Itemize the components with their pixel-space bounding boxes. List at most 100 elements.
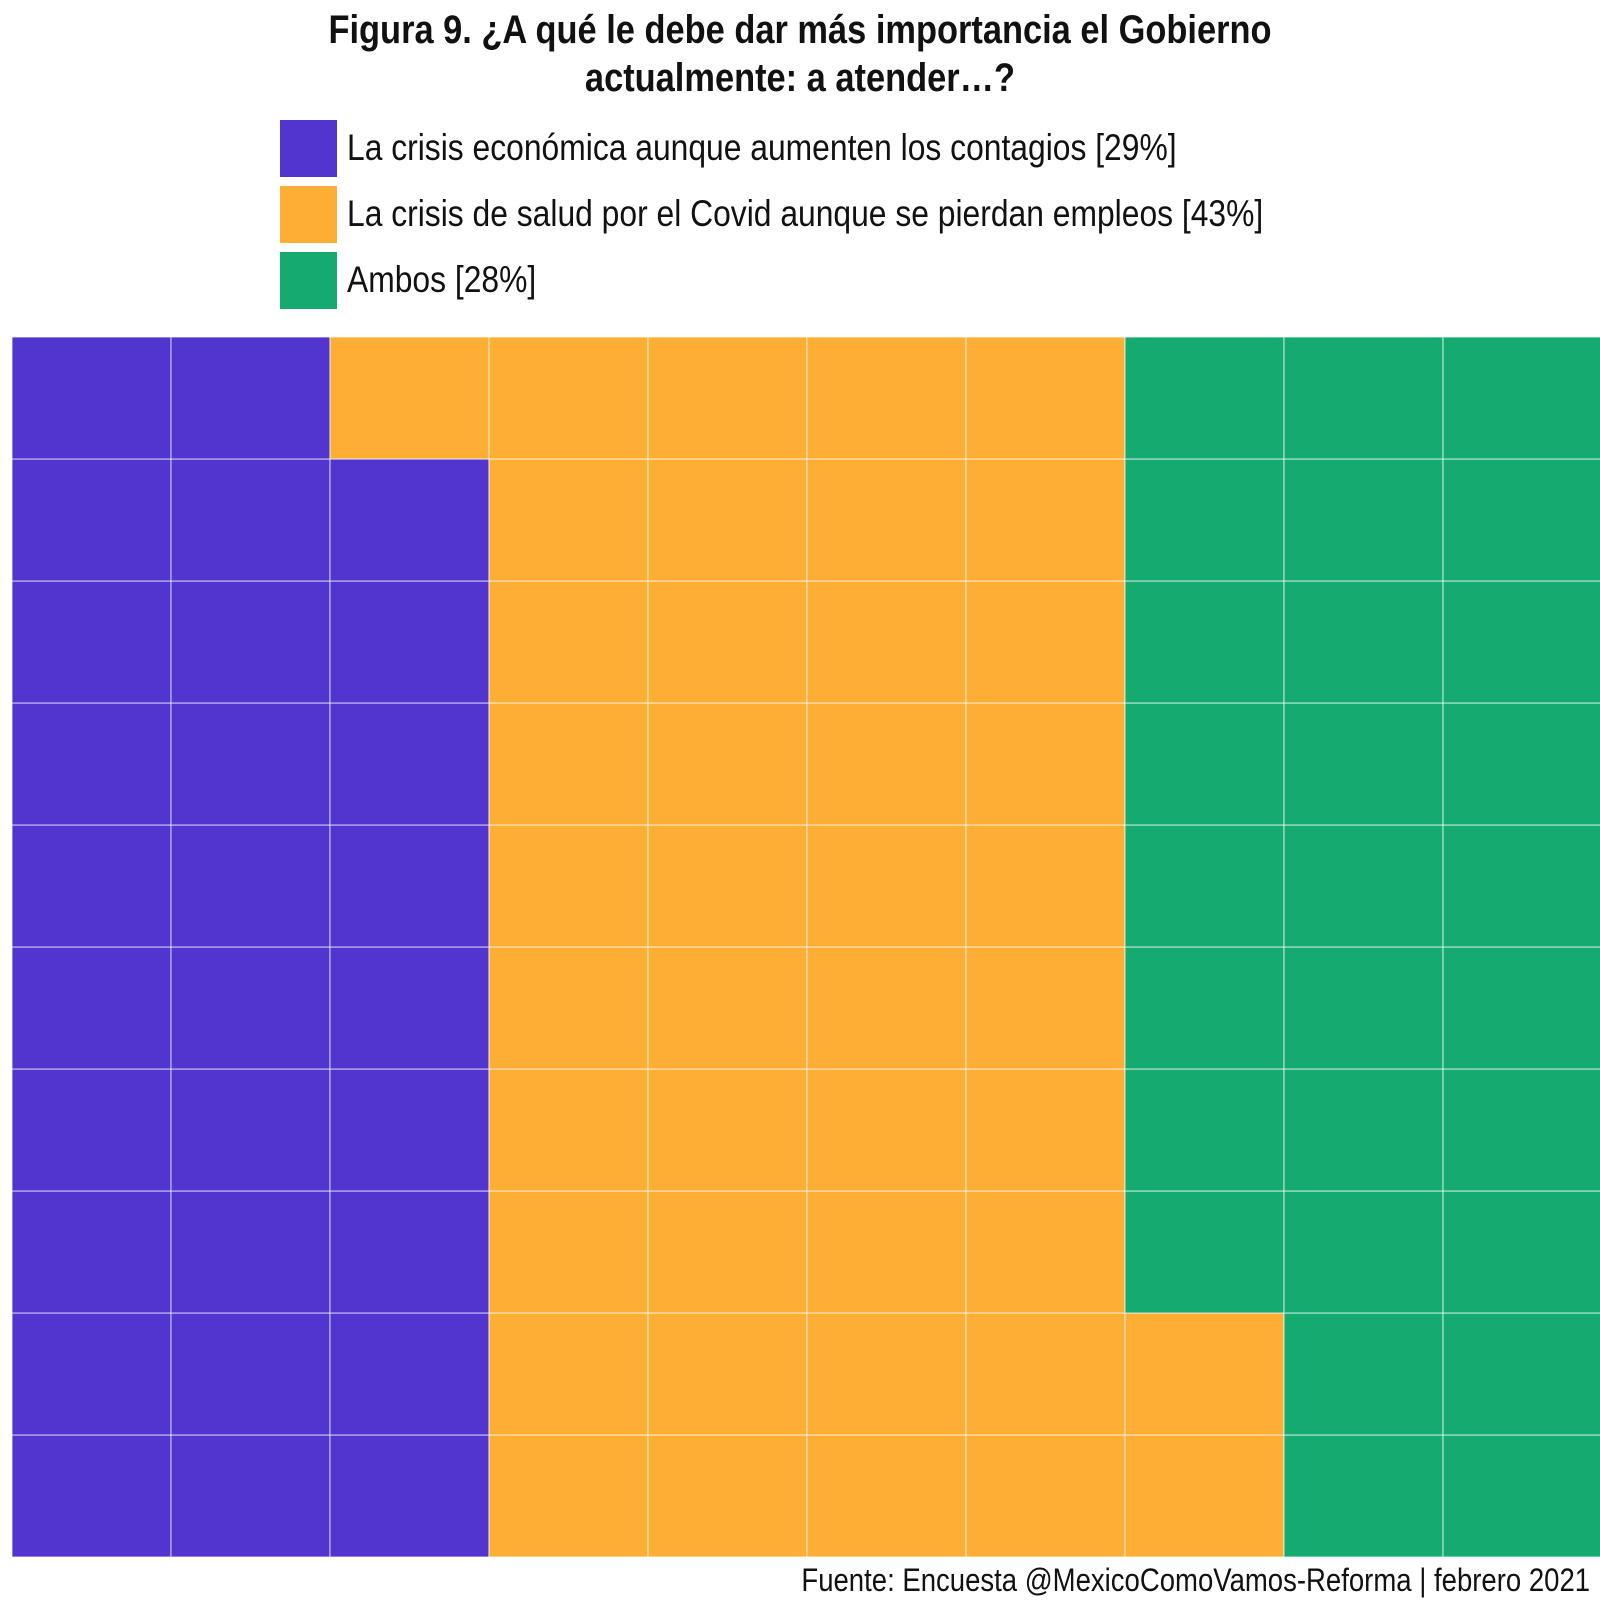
waffle-cell-economia [170,702,331,826]
waffle-cell-salud [806,580,967,704]
legend-swatch-economia [280,120,337,177]
waffle-cell-salud [806,824,967,948]
waffle-cell-ambos [1124,1190,1285,1314]
waffle-cell-salud [1124,1312,1285,1436]
waffle-cell-salud [806,1312,967,1436]
waffle-cell-salud [965,580,1126,704]
waffle-cell-ambos [1124,337,1285,460]
waffle-cell-salud [647,1434,808,1557]
waffle-cell-ambos [1283,1190,1444,1314]
legend-label-salud: La crisis de salud por el Covid aunque s… [347,193,1264,234]
waffle-cell-economia [12,337,172,460]
waffle-cell-salud [488,337,649,460]
legend-swatch-ambos [280,252,337,309]
waffle-cell-salud [488,1312,649,1436]
waffle-cell-ambos [1283,702,1444,826]
chart-title-line-2: actualmente: a atender…? [584,56,1016,100]
waffle-cell-economia [12,1190,172,1314]
waffle-cell-salud [647,580,808,704]
waffle-cell-economia [170,458,331,582]
legend-label-ambos: Ambos [28%] [347,259,537,300]
waffle-cell-economia [329,1068,490,1192]
waffle-cell-salud [806,1190,967,1314]
waffle-cell-salud [647,1068,808,1192]
waffle-cell-economia [170,1068,331,1192]
waffle-cell-salud [806,702,967,826]
waffle-cell-economia [12,580,172,704]
waffle-cell-ambos [1442,337,1600,460]
waffle-grid [12,337,1600,1557]
waffle-cell-ambos [1442,946,1600,1070]
waffle-cell-ambos [1283,580,1444,704]
waffle-cell-ambos [1124,580,1285,704]
waffle-cell-ambos [1283,824,1444,948]
waffle-cell-economia [329,824,490,948]
waffle-cell-salud [647,337,808,460]
waffle-cell-economia [329,458,490,582]
waffle-cell-salud [965,1312,1126,1436]
waffle-cell-salud [1124,1434,1285,1557]
waffle-cell-ambos [1442,1190,1600,1314]
waffle-cell-ambos [1124,946,1285,1070]
waffle-cell-salud [965,337,1126,460]
waffle-cell-ambos [1124,702,1285,826]
waffle-cell-economia [170,1312,331,1436]
waffle-cell-ambos [1283,1434,1444,1557]
waffle-cell-ambos [1124,824,1285,948]
waffle-cell-ambos [1283,1068,1444,1192]
waffle-cell-ambos [1283,1312,1444,1436]
waffle-cell-ambos [1442,1068,1600,1192]
legend-item-salud: La crisis de salud por el Covid aunque s… [280,184,1580,244]
waffle-cell-ambos [1124,458,1285,582]
waffle-cell-salud [965,458,1126,582]
waffle-cell-ambos [1283,946,1444,1070]
waffle-cell-salud [965,946,1126,1070]
legend-label-economia: La crisis económica aunque aumenten los … [347,127,1177,168]
waffle-cell-salud [806,337,967,460]
waffle-cell-economia [12,824,172,948]
waffle-cell-economia [12,458,172,582]
waffle-cell-economia [170,1190,331,1314]
waffle-cell-salud [965,702,1126,826]
waffle-cell-ambos [1442,1312,1600,1436]
waffle-cell-salud [806,1434,967,1557]
waffle-cell-economia [329,580,490,704]
waffle-cell-economia [12,1434,172,1557]
waffle-cell-economia [329,946,490,1070]
waffle-cell-salud [488,1068,649,1192]
chart-title-line-1: Figura 9. ¿A qué le debe dar más importa… [328,8,1272,52]
waffle-cell-salud [965,1190,1126,1314]
waffle-cell-economia [170,824,331,948]
legend-item-economia: La crisis económica aunque aumenten los … [280,118,1580,178]
waffle-cell-economia [170,337,331,460]
waffle-cell-ambos [1442,702,1600,826]
waffle-cell-salud [647,824,808,948]
waffle-cell-ambos [1442,824,1600,948]
waffle-cell-salud [647,946,808,1070]
waffle-cell-salud [806,1068,967,1192]
waffle-cell-salud [488,1434,649,1557]
waffle-cell-ambos [1283,337,1444,460]
legend-item-ambos: Ambos [28%] [280,250,1580,310]
waffle-cell-salud [965,1434,1126,1557]
waffle-cell-salud [647,458,808,582]
waffle-cell-salud [488,824,649,948]
waffle-cell-salud [488,946,649,1070]
waffle-cell-economia [12,946,172,1070]
waffle-cell-salud [488,458,649,582]
waffle-cell-economia [170,1434,331,1557]
waffle-cell-salud [647,1190,808,1314]
waffle-cell-ambos [1442,1434,1600,1557]
waffle-cell-ambos [1442,580,1600,704]
waffle-cell-salud [965,1068,1126,1192]
waffle-cell-ambos [1124,1068,1285,1192]
legend-swatch-salud [280,186,337,243]
waffle-cell-salud [329,337,490,460]
waffle-cell-economia [170,946,331,1070]
waffle-cell-salud [806,458,967,582]
waffle-cell-salud [965,824,1126,948]
waffle-cell-salud [647,1312,808,1436]
waffle-cell-economia [12,702,172,826]
waffle-cell-economia [329,1312,490,1436]
chart-title: Figura 9. ¿A qué le debe dar más importa… [112,6,1488,102]
